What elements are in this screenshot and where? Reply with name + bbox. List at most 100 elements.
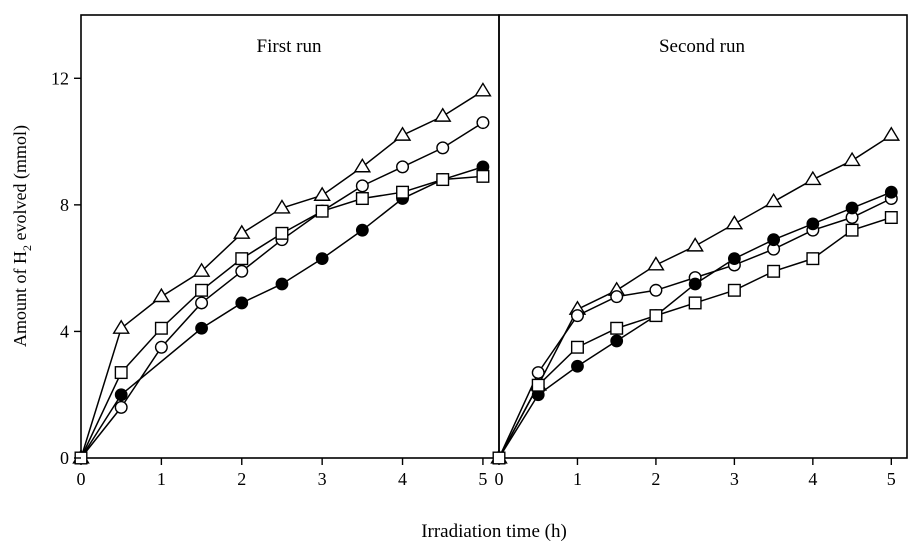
filled-circle-marker	[767, 233, 781, 247]
circle-marker	[154, 340, 168, 354]
filled-circle-marker	[235, 296, 249, 310]
triangle-marker	[112, 319, 130, 334]
square-marker	[531, 378, 545, 392]
filled-circle-marker	[355, 223, 369, 237]
square-marker	[767, 264, 781, 278]
series-line	[80, 175, 483, 459]
filled-circle-marker	[610, 334, 624, 348]
panel-frame	[498, 14, 908, 459]
series-open-square	[492, 211, 898, 465]
circle-marker	[570, 309, 584, 323]
x-tick-label: 4	[398, 469, 407, 489]
x-tick-label: 2	[237, 469, 246, 489]
filled-circle-marker	[114, 388, 128, 402]
square-marker	[570, 340, 584, 354]
triangle-marker	[804, 170, 822, 186]
circle-marker	[114, 400, 128, 414]
circle-marker	[355, 179, 369, 193]
y-axis-label-rest: evolved (mmol)	[10, 125, 31, 245]
circle-marker	[610, 290, 624, 304]
triangle-marker	[647, 256, 665, 271]
circle-marker	[476, 116, 490, 130]
series-open-circle	[492, 192, 898, 465]
square-marker	[884, 211, 898, 225]
triangle-marker	[273, 199, 291, 214]
square-marker	[806, 252, 820, 266]
triangle-marker	[474, 82, 492, 97]
filled-circle-marker	[275, 277, 289, 291]
filled-circle-marker	[315, 252, 329, 266]
square-marker	[436, 173, 450, 187]
filled-circle-marker	[688, 277, 702, 291]
triangle-marker	[313, 186, 331, 201]
circle-marker	[396, 160, 410, 174]
circle-marker	[195, 296, 209, 310]
triangle-marker	[764, 192, 783, 208]
x-tick-label: 4	[808, 469, 817, 489]
x-tick-label: 5	[887, 469, 896, 489]
triangle-marker	[393, 126, 412, 141]
series-open-triangle	[72, 82, 492, 464]
x-tick-label: 0	[495, 469, 504, 489]
panel-title: First run	[257, 36, 322, 57]
square-marker	[688, 296, 702, 310]
circle-marker	[531, 366, 545, 380]
y-tick-label: 12	[51, 68, 69, 88]
y-tick-label: 8	[60, 195, 69, 215]
triangle-marker	[843, 151, 861, 167]
filled-circle-marker	[727, 252, 741, 266]
square-marker	[195, 283, 209, 297]
chart-panels: First run 0 1 2 3 4 5 Second run 0 1 2 3 4 5	[72, 14, 908, 489]
square-marker	[396, 185, 410, 199]
panel-1: First run 0 1 2 3 4 5	[72, 14, 500, 489]
series-line	[498, 191, 892, 459]
square-marker	[315, 204, 329, 218]
filled-circle-marker	[195, 321, 208, 335]
triangle-marker	[725, 214, 744, 230]
series-line	[498, 216, 892, 459]
x-tick-label: 2	[651, 469, 660, 489]
series-line	[80, 90, 484, 459]
x-tick-label: 3	[730, 469, 739, 489]
y-axis-label: Amount of H2 evolved (mmol)	[10, 125, 34, 347]
circle-marker	[235, 264, 249, 278]
square-marker	[649, 309, 663, 323]
filled-circle-marker	[884, 185, 898, 199]
triangle-marker	[192, 262, 211, 277]
y-axis-label-main: Amount of H	[10, 251, 30, 347]
filled-circle-marker	[571, 359, 584, 373]
square-marker	[235, 252, 249, 266]
panel-frame	[80, 14, 500, 459]
triangle-marker	[882, 126, 901, 141]
x-tick-label: 1	[573, 469, 582, 489]
square-marker	[476, 169, 490, 183]
square-marker	[355, 192, 369, 206]
triangle-marker	[233, 224, 251, 239]
x-tick-label: 0	[77, 469, 86, 489]
panel-2: Second run 0 1 2 3 4 5	[490, 14, 908, 489]
series-line	[80, 166, 484, 459]
x-tick-label: 1	[157, 469, 166, 489]
x-tick-label: 3	[318, 469, 327, 489]
square-marker	[154, 321, 168, 335]
filled-circle-marker	[806, 217, 820, 231]
triangle-marker	[433, 107, 452, 122]
x-tick-label: 5	[478, 469, 487, 489]
triangle-marker	[686, 237, 704, 252]
series-open-square	[74, 169, 490, 465]
triangle-marker	[353, 158, 372, 173]
y-tick-label: 4	[60, 321, 69, 341]
x-axis-label: Irradiation time (h)	[421, 521, 567, 541]
square-marker	[114, 366, 128, 380]
series-filled-circle	[492, 185, 898, 465]
filled-circle-marker	[845, 201, 859, 215]
y-tick-label: 0	[60, 448, 69, 468]
y-axis-label-subscript: 2	[20, 245, 34, 251]
panel-title: Second run	[659, 36, 746, 57]
triangle-marker	[152, 287, 171, 303]
square-marker	[275, 226, 289, 240]
square-marker	[492, 451, 506, 465]
square-marker	[727, 283, 741, 297]
square-marker	[610, 321, 624, 335]
